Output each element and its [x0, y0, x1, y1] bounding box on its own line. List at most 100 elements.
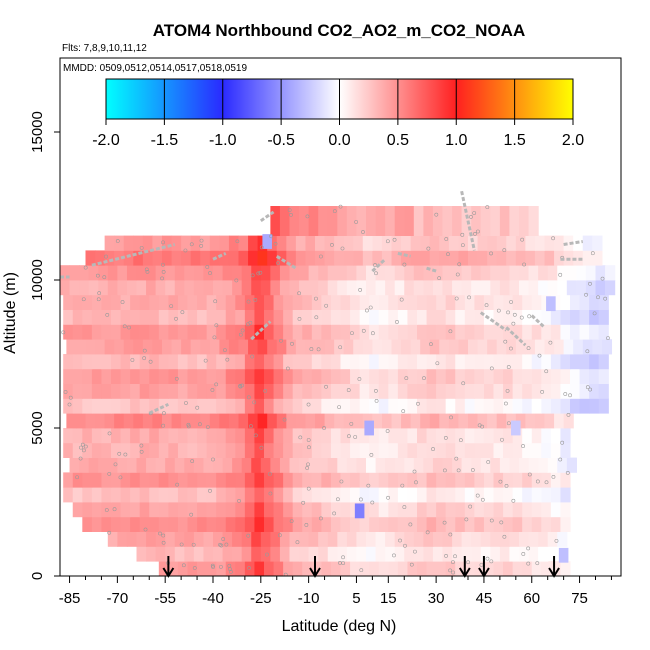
heat-cell	[563, 235, 574, 251]
sample-point	[454, 456, 459, 461]
heat-cell	[509, 546, 520, 562]
heat-cell	[560, 428, 571, 444]
heat-cell	[75, 413, 87, 429]
profile-markers	[162, 556, 560, 578]
heat-cell	[397, 324, 409, 340]
heat-cell	[228, 235, 240, 251]
sample-point	[338, 560, 342, 565]
heat-cell	[165, 457, 176, 473]
heat-cell	[299, 546, 310, 562]
heat-cell	[330, 516, 342, 532]
heat-cell	[471, 531, 482, 547]
heat-cell	[429, 413, 440, 429]
heat-cell	[366, 280, 377, 296]
heat-cell	[197, 502, 208, 518]
heat-cell	[442, 457, 453, 473]
heat-cell	[286, 235, 297, 251]
heat-cell	[477, 413, 488, 429]
heat-cell	[509, 206, 520, 236]
sample-point	[374, 388, 378, 393]
heat-cell	[165, 265, 176, 281]
heat-cell	[375, 546, 386, 562]
heat-cell	[570, 368, 581, 384]
heat-cell	[541, 309, 552, 325]
heat-cell	[187, 368, 198, 384]
heat-cell	[299, 280, 310, 296]
heat-cell	[464, 442, 475, 458]
heat-cell	[311, 487, 322, 503]
heat-cell	[410, 339, 421, 355]
heat-cell	[184, 546, 195, 562]
heat-cell	[216, 428, 227, 444]
heat-cell	[260, 457, 271, 473]
heat-cell	[362, 250, 373, 266]
heat-cell	[311, 502, 322, 518]
heat-cell	[417, 368, 428, 384]
heat-cell	[426, 354, 437, 370]
heat-cell	[91, 309, 103, 325]
sample-point	[453, 554, 457, 559]
sample-point	[476, 229, 480, 234]
heat-cell	[544, 235, 555, 251]
heat-cell	[359, 354, 370, 370]
heat-cell	[136, 457, 147, 473]
heat-cell	[366, 206, 377, 236]
heat-cell	[480, 457, 491, 473]
heat-cell	[63, 487, 74, 503]
sample-point	[237, 498, 241, 503]
heat-cell	[213, 546, 224, 562]
sample-point	[301, 500, 306, 505]
heat-cell	[305, 339, 316, 355]
heat-cell	[417, 502, 428, 518]
heat-cell	[359, 472, 370, 488]
heat-cell	[560, 472, 571, 488]
heat-cell-negative	[364, 420, 374, 436]
heat-cell	[88, 457, 99, 473]
heat-cell	[397, 309, 409, 325]
heat-cell	[91, 383, 103, 399]
heat-cell	[445, 324, 456, 340]
heat-cell	[283, 368, 294, 384]
heat-cell	[522, 442, 533, 458]
sample-point	[78, 456, 83, 461]
heat-cell	[126, 531, 138, 547]
heat-cell	[248, 413, 259, 429]
heat-cell	[206, 294, 217, 310]
heat-cell	[359, 487, 370, 503]
heat-cell	[149, 472, 160, 488]
heat-cell	[270, 265, 281, 281]
heat-cell	[225, 354, 236, 370]
sample-point	[560, 440, 565, 445]
heat-cell	[531, 354, 542, 370]
heat-cell	[318, 206, 329, 236]
heat-cell	[190, 413, 201, 429]
heat-cell	[120, 398, 131, 414]
heat-cell	[130, 294, 141, 310]
heat-cell	[525, 235, 536, 251]
heat-cell	[190, 235, 201, 251]
heat-cell	[273, 428, 284, 444]
heat-cell	[120, 309, 131, 325]
sample-point	[340, 246, 345, 251]
heat-cell	[311, 472, 322, 488]
heat-cell	[101, 502, 112, 518]
heat-cell	[598, 309, 609, 325]
sample-point	[117, 451, 122, 456]
x-tick-label: 30	[428, 590, 445, 607]
sample-point	[211, 565, 215, 569]
sample-point	[473, 231, 477, 236]
heat-cell	[487, 413, 498, 429]
heat-cell	[299, 206, 310, 236]
sample-point	[115, 239, 120, 243]
heat-cell	[283, 324, 294, 340]
heat-cell	[493, 428, 504, 444]
heat-cell	[566, 457, 577, 473]
sample-point	[498, 479, 503, 484]
heat-cell	[283, 442, 294, 458]
heat-cell	[235, 354, 246, 370]
heat-cell	[302, 561, 313, 576]
heat-cell	[149, 324, 160, 340]
heat-cell	[343, 250, 354, 266]
sample-point	[324, 303, 329, 308]
heat-cell	[432, 280, 444, 296]
